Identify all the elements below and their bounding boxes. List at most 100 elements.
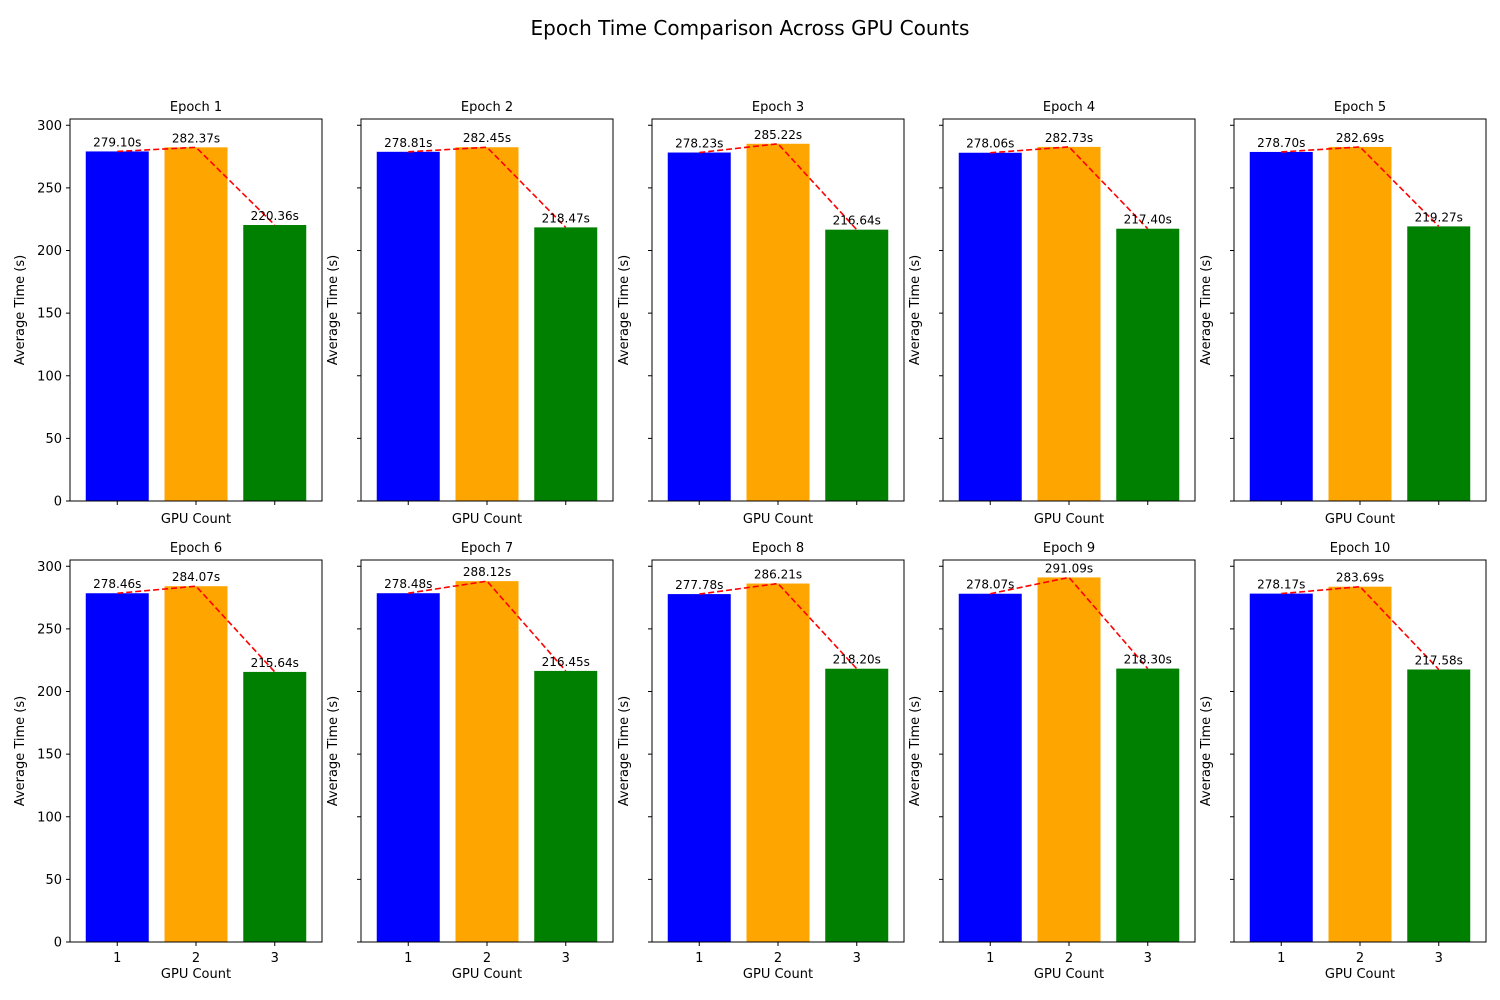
y-axis-label: Average Time (s) — [326, 696, 341, 806]
value-label: 282.73s — [1045, 131, 1093, 145]
trend-line — [699, 142, 858, 231]
subplot-title: Epoch 2 — [461, 100, 513, 115]
bar-gpu-1 — [376, 151, 440, 502]
value-label: 278.48s — [384, 577, 432, 591]
subplot-title: Epoch 8 — [752, 541, 804, 556]
value-label: 291.09s — [1045, 561, 1093, 575]
subplot-title: Epoch 5 — [1334, 100, 1386, 115]
value-label: 282.69s — [1336, 131, 1384, 145]
y-tick-label: 300 — [37, 560, 62, 575]
bar-gpu-1 — [376, 593, 440, 942]
bar-gpu-2 — [455, 147, 519, 501]
value-label: 282.37s — [172, 131, 220, 145]
value-label: 218.47s — [542, 211, 590, 225]
bar-gpu-3 — [243, 671, 307, 942]
y-tick-label: 200 — [37, 244, 62, 259]
trend-line — [990, 146, 1149, 230]
subplot-epoch-5: Epoch 5 278.70s 282.69s 219.27s GPU Count Ave… — [1199, 100, 1487, 527]
subplot-title: Epoch 9 — [1043, 541, 1095, 556]
value-label: 216.45s — [542, 655, 590, 669]
bar-gpu-2 — [1328, 146, 1392, 501]
bar-gpu-1 — [667, 152, 731, 501]
x-tick-label: 3 — [271, 951, 279, 966]
x-tick-label: 1 — [1277, 951, 1285, 966]
subplot-epoch-8: Epoch 8 277.78s 286.21s 218.20s 1 2 3 GPU Count… — [617, 541, 905, 982]
x-tick-label: 1 — [695, 951, 703, 966]
y-axis-label: Average Time (s) — [908, 696, 923, 806]
y-tick-label: 250 — [37, 181, 62, 196]
bar-gpu-2 — [164, 147, 228, 502]
bar-gpu-3 — [534, 670, 598, 942]
y-tick-label: 50 — [45, 873, 62, 888]
value-label: 279.10s — [93, 135, 141, 149]
trend-line — [1281, 146, 1440, 227]
subplot-epoch-6: Epoch 6 278.46s 284.07s 215.64s 0 50 100 150 200… — [13, 541, 323, 982]
subplot-epoch-4: Epoch 4 278.06s 282.73s 217.40s GPU Count Ave… — [908, 100, 1196, 527]
value-label: 217.58s — [1415, 653, 1463, 667]
subplot-epoch-7: Epoch 7 278.48s 288.12s 216.45s 1 2 3 GPU Count… — [326, 541, 614, 982]
x-tick-label: 3 — [1435, 951, 1443, 966]
x-tick-label: 3 — [1144, 951, 1152, 966]
bar-gpu-1 — [85, 151, 149, 501]
x-axis-label: GPU Count — [161, 967, 231, 982]
trend-line — [117, 585, 276, 673]
x-axis-label: GPU Count — [1325, 512, 1395, 527]
value-label: 278.70s — [1257, 136, 1305, 150]
subplot-epoch-2: Epoch 2 278.81s 282.45s 218.47s GPU Count Ave… — [326, 100, 614, 527]
value-label: 288.12s — [463, 565, 511, 579]
bar-gpu-1 — [958, 152, 1022, 501]
y-tick-label: 100 — [37, 810, 62, 825]
bar-gpu-3 — [1116, 228, 1180, 502]
bar-gpu-3 — [825, 668, 889, 942]
value-label: 278.23s — [675, 137, 723, 151]
subplot-title: Epoch 6 — [170, 541, 222, 556]
y-tick-label: 250 — [37, 622, 62, 637]
x-tick-label: 3 — [562, 951, 570, 966]
value-label: 218.30s — [1124, 653, 1172, 667]
bar-gpu-3 — [1407, 226, 1471, 502]
y-axis-label: Average Time (s) — [617, 255, 632, 365]
x-axis-label: GPU Count — [743, 512, 813, 527]
value-label: 284.07s — [172, 570, 220, 584]
value-label: 286.21s — [754, 568, 802, 582]
x-tick-label: 1 — [113, 951, 121, 966]
value-label: 216.64s — [833, 214, 881, 228]
x-tick-label: 3 — [853, 951, 861, 966]
bar-gpu-2 — [746, 583, 810, 942]
bar-gpu-1 — [958, 593, 1022, 942]
y-axis-label: Average Time (s) — [13, 255, 28, 365]
subplot-title: Epoch 7 — [461, 541, 513, 556]
x-tick-label: 1 — [404, 951, 412, 966]
y-axis-label: Average Time (s) — [326, 255, 341, 365]
bar-gpu-2 — [164, 586, 228, 942]
x-tick-label: 2 — [192, 951, 200, 966]
y-axis-label: Average Time (s) — [908, 255, 923, 365]
x-axis-label: GPU Count — [1034, 967, 1104, 982]
x-tick-label: 2 — [1356, 951, 1364, 966]
bar-gpu-2 — [455, 581, 519, 942]
subplot-epoch-3: Epoch 3 278.23s 285.22s 216.64s GPU Count Ave… — [617, 100, 905, 527]
x-axis-label: GPU Count — [161, 512, 231, 527]
subplot-title: Epoch 4 — [1043, 100, 1095, 115]
value-label: 218.20s — [833, 653, 881, 667]
bar-gpu-1 — [1249, 593, 1313, 942]
x-axis-label: GPU Count — [743, 967, 813, 982]
x-tick-label: 1 — [986, 951, 994, 966]
trend-line — [408, 146, 567, 228]
y-tick-label: 200 — [37, 685, 62, 700]
value-label: 219.27s — [1415, 210, 1463, 224]
value-label: 278.17s — [1257, 578, 1305, 592]
value-label: 220.36s — [251, 209, 299, 223]
y-axis-label: Average Time (s) — [1199, 255, 1214, 365]
subplot-epoch-1: Epoch 1 279.10s 282.37s 220.36s 0 50 100 150 200… — [13, 100, 323, 527]
bar-gpu-2 — [1037, 577, 1101, 942]
trend-line — [699, 582, 858, 670]
bar-gpu-2 — [1037, 146, 1101, 501]
subplot-epoch-9: Epoch 9 278.07s 291.09s 218.30s 1 2 3 GPU Count… — [908, 541, 1196, 982]
value-label: 278.46s — [93, 577, 141, 591]
bar-gpu-3 — [534, 227, 598, 501]
value-label: 277.78s — [675, 578, 723, 592]
value-label: 282.45s — [463, 131, 511, 145]
y-tick-label: 0 — [54, 495, 62, 510]
